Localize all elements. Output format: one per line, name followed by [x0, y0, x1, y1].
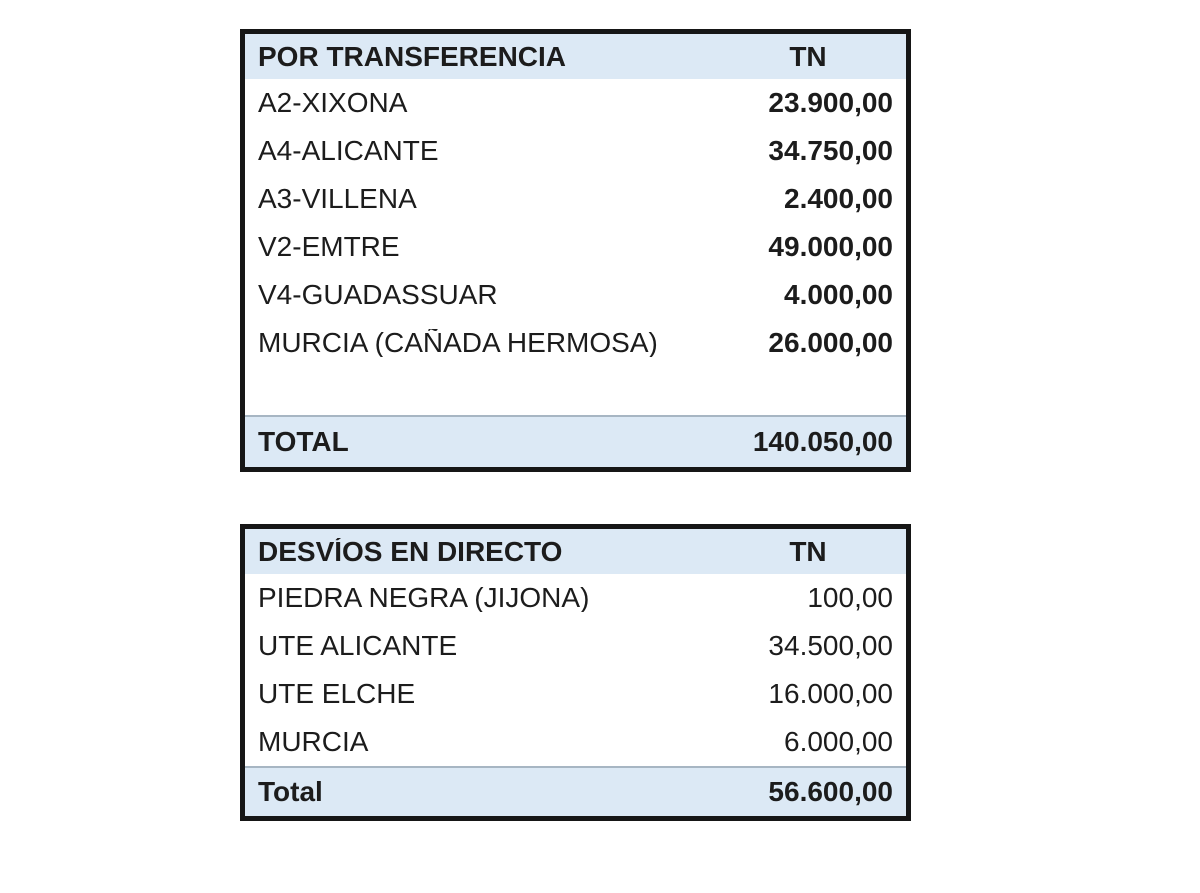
- table-row: V2-EMTRE 49.000,00: [245, 223, 906, 271]
- direct-table-tn-header: TN: [789, 535, 827, 567]
- transfer-table: POR TRANSFERENCIA TN A2-XIXONA 23.900,00…: [240, 29, 911, 472]
- table-row: MURCIA 6.000,00: [245, 718, 906, 766]
- transfer-table-header-row: POR TRANSFERENCIA TN: [245, 34, 906, 79]
- table-row: A4-ALICANTE 34.750,00: [245, 127, 906, 175]
- direct-table-header-row: DESVÍOS EN DIRECTO TN: [245, 529, 906, 574]
- row-label: MURCIA: [258, 728, 369, 756]
- total-value: 140.050,00: [752, 426, 893, 457]
- row-label: PIEDRA NEGRA (JIJONA): [258, 584, 590, 612]
- row-label: V4-GUADASSUAR: [258, 281, 498, 309]
- row-value: 23.900,00: [768, 87, 893, 118]
- total-label: TOTAL: [258, 428, 349, 456]
- direct-table-title: DESVÍOS EN DIRECTO: [258, 537, 563, 566]
- row-value: 26.000,00: [768, 327, 893, 358]
- transfer-table-title: POR TRANSFERENCIA: [258, 42, 567, 71]
- table-row-empty: [245, 367, 906, 415]
- table-row: PIEDRA NEGRA (JIJONA) 100,00: [245, 574, 906, 622]
- transfer-table-total-row: TOTAL 140.050,00: [245, 415, 906, 467]
- row-value: 4.000,00: [784, 279, 893, 310]
- table-row: MURCIA (CAÑADA HERMOSA) 26.000,00: [245, 319, 906, 367]
- row-label: A3-VILLENA: [258, 185, 417, 213]
- row-value: 100,00: [807, 582, 893, 613]
- table-row: V4-GUADASSUAR 4.000,00: [245, 271, 906, 319]
- table-row: UTE ELCHE 16.000,00: [245, 670, 906, 718]
- row-value: 6.000,00: [784, 726, 893, 757]
- row-label: UTE ELCHE: [258, 680, 416, 708]
- row-value: 16.000,00: [768, 678, 893, 709]
- row-label: A4-ALICANTE: [258, 137, 439, 165]
- table-row: A3-VILLENA 2.400,00: [245, 175, 906, 223]
- total-label: Total: [258, 778, 323, 806]
- total-value: 56.600,00: [768, 776, 893, 807]
- row-label: V2-EMTRE: [258, 233, 400, 261]
- table-row: A2-XIXONA 23.900,00: [245, 79, 906, 127]
- row-label: A2-XIXONA: [258, 89, 408, 117]
- transfer-table-tn-header: TN: [789, 40, 827, 72]
- row-value: 34.500,00: [768, 630, 893, 661]
- row-label: MURCIA (CAÑADA HERMOSA): [258, 329, 658, 357]
- direct-diversions-table: DESVÍOS EN DIRECTO TN PIEDRA NEGRA (JIJO…: [240, 524, 911, 821]
- direct-table-total-row: Total 56.600,00: [245, 766, 906, 816]
- row-value: 34.750,00: [768, 135, 893, 166]
- row-value: 2.400,00: [784, 183, 893, 214]
- table-row: UTE ALICANTE 34.500,00: [245, 622, 906, 670]
- row-label: UTE ALICANTE: [258, 632, 458, 660]
- row-value: 49.000,00: [768, 231, 893, 262]
